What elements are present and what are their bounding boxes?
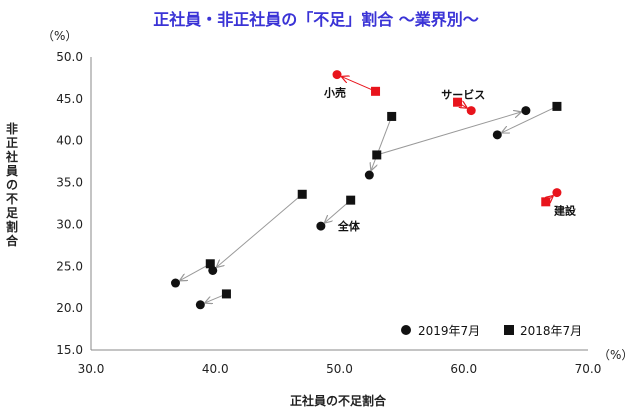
- y-axis-title-char: 員: [5, 164, 18, 178]
- y-tick-label: 30.0: [56, 217, 83, 231]
- point-label: 全体: [337, 219, 361, 233]
- x-axis-unit: （%）: [598, 348, 633, 362]
- change-arrow: [342, 77, 376, 92]
- y-axis-title-char: 社: [5, 149, 18, 164]
- y-axis-title-char: 足: [6, 206, 18, 220]
- point-2018: [205, 259, 215, 269]
- point-label: サービス: [441, 88, 485, 102]
- y-axis-title-char: の: [6, 178, 18, 192]
- change-arrow: [376, 112, 521, 156]
- legend-label-2018: 2018年7月: [520, 324, 582, 338]
- point-2019: [195, 300, 205, 310]
- change-arrow: [180, 263, 211, 281]
- y-axis-title-char: 合: [6, 233, 19, 248]
- legend: 2019年7月 2018年7月: [401, 324, 582, 338]
- x-tick-label: 50.0: [326, 362, 353, 376]
- y-tick-label: 45.0: [56, 92, 83, 106]
- point-2018: [297, 189, 307, 199]
- point-2018: [371, 86, 381, 96]
- point-2019: [552, 188, 562, 198]
- x-tick-label: 30.0: [78, 362, 105, 376]
- point-2019: [332, 70, 342, 80]
- y-tick-label: 40.0: [56, 134, 83, 148]
- point-2018: [453, 97, 463, 107]
- point-2019: [521, 106, 531, 116]
- axes: [90, 57, 588, 351]
- point-2019: [466, 106, 476, 116]
- change-arrow: [217, 193, 303, 267]
- y-axis-title-char: 不: [6, 192, 18, 206]
- change-arrow: [502, 105, 558, 132]
- point-2018: [552, 101, 562, 111]
- x-tick-label: 70.0: [575, 362, 602, 376]
- point-2019: [492, 130, 502, 140]
- change-arrow: [371, 116, 393, 169]
- legend-square-marker: [504, 325, 514, 335]
- point-2018: [372, 150, 382, 160]
- point-2019: [316, 221, 326, 231]
- point-2018: [387, 111, 397, 121]
- y-tick-label: 25.0: [56, 259, 83, 273]
- y-axis-title-char: 割: [6, 219, 18, 234]
- markers: [170, 70, 562, 310]
- y-axis-title-char: 非: [6, 121, 18, 136]
- y-axis-title-char: 正: [6, 136, 18, 150]
- x-tick-label: 40.0: [202, 362, 229, 376]
- point-2018: [541, 197, 551, 207]
- point-2018: [346, 195, 356, 205]
- point-label: 建設: [554, 204, 577, 218]
- y-tick-label: 20.0: [56, 301, 83, 315]
- legend-circle-marker: [401, 325, 411, 335]
- point-label: 小売: [323, 86, 346, 100]
- arrows: [180, 77, 558, 303]
- x-axis-title: 正社員の不足割合: [290, 393, 387, 408]
- point-2019: [364, 170, 374, 180]
- legend-label-2019: 2019年7月: [418, 324, 480, 338]
- tick-labels: 15.0 20.0 25.0 30.0 35.0 40.0 45.0 50.0 30.0 40.0…: [56, 50, 601, 376]
- point-2018: [221, 289, 231, 299]
- y-axis-unit: （%）: [42, 29, 77, 43]
- x-tick-label: 60.0: [450, 362, 477, 376]
- y-tick-label: 35.0: [56, 176, 83, 190]
- point-2019: [170, 278, 180, 288]
- chart-title: 正社員・非正社員の「不足」割合 ～業界別～: [153, 10, 479, 29]
- y-tick-label: 50.0: [56, 50, 83, 64]
- y-tick-label: 15.0: [56, 343, 83, 357]
